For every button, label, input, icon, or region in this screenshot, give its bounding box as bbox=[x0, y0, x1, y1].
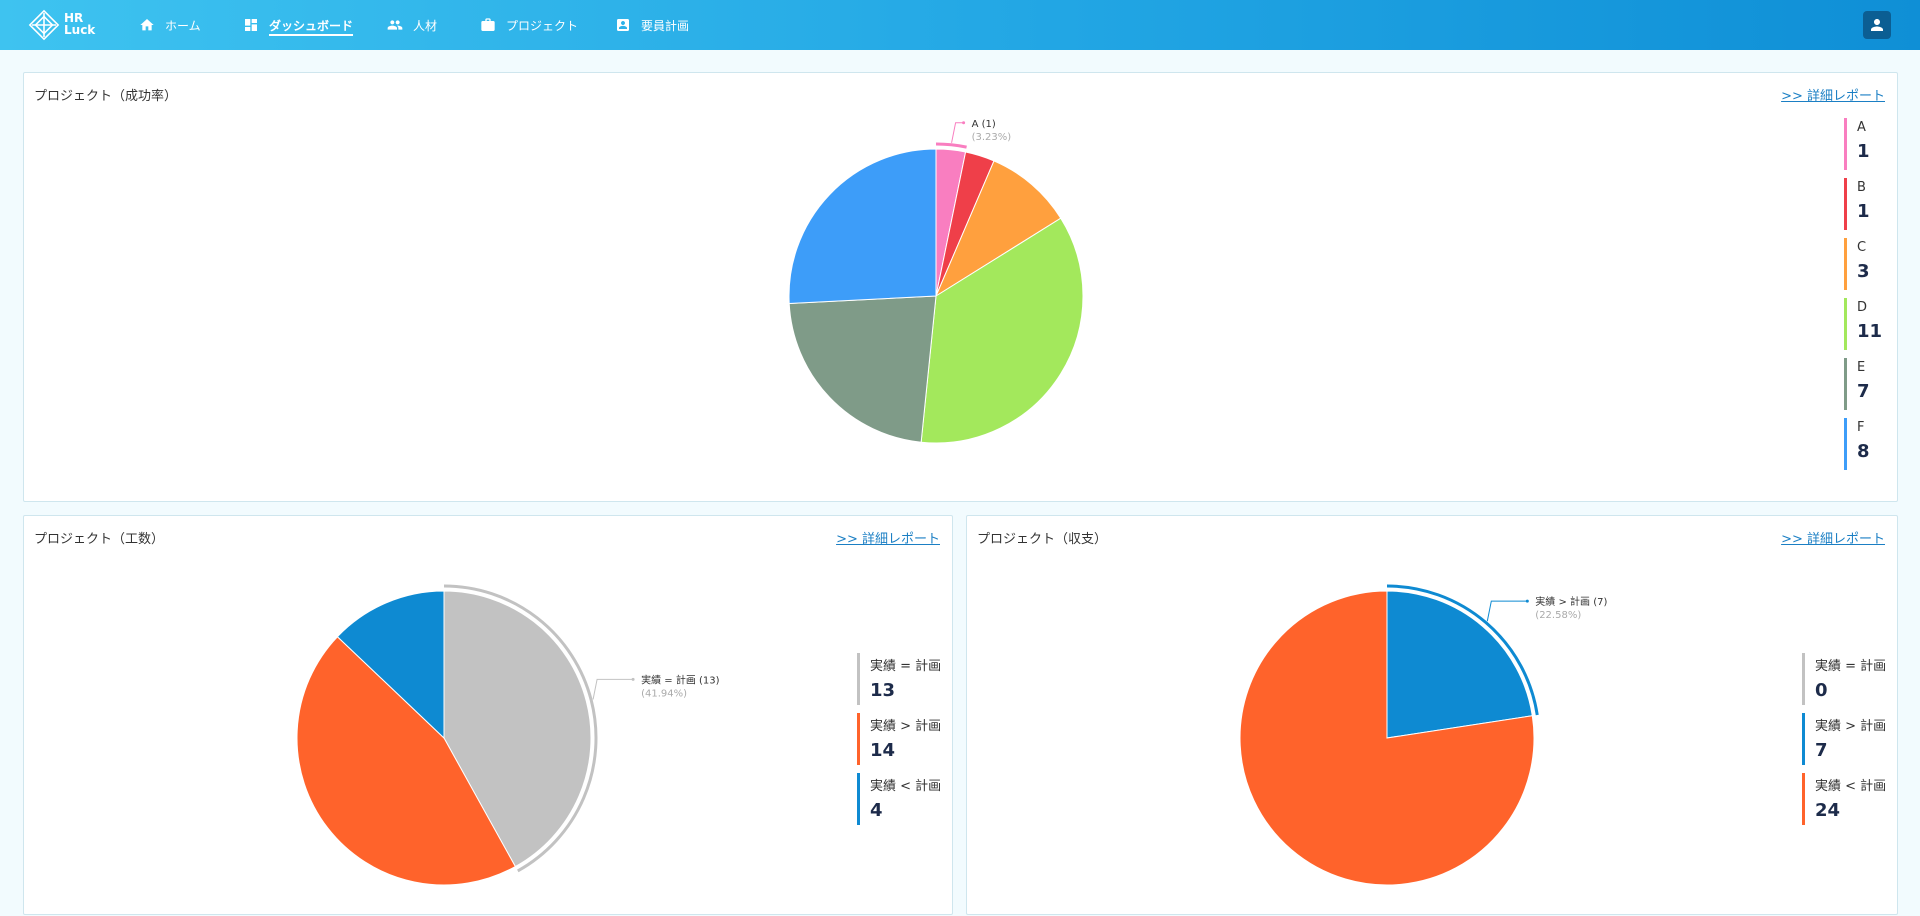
callout-line bbox=[592, 678, 634, 700]
pie-slice-2[interactable] bbox=[934, 160, 1062, 298]
pie-slice-1[interactable] bbox=[296, 636, 517, 886]
detail-report-link-man-hours[interactable]: >> 詳細レポート bbox=[836, 532, 940, 547]
nav-label-people: 人材 bbox=[413, 18, 438, 33]
callout-percent: (41.94%) bbox=[641, 688, 687, 699]
callout-dot bbox=[631, 677, 635, 681]
legend-label: B bbox=[1857, 180, 1866, 195]
legend-label: 実績 = 計画 bbox=[1815, 659, 1887, 674]
legend-label: 実績 < 計画 bbox=[1815, 779, 1887, 794]
legend-value: 11 bbox=[1857, 321, 1883, 342]
legend-label: 実績 > 計画 bbox=[870, 719, 942, 734]
pie-chart-man-hours: 実績 = 計画 (13) (41.94%) bbox=[296, 584, 720, 886]
legend-item: 実績 < 計画 24 bbox=[1802, 773, 1886, 825]
legend-label: E bbox=[1857, 360, 1866, 375]
top-navigation-bar: HR Luck ホーム ダッシュボード 人材 プロジェクト 要員計画 bbox=[0, 0, 1920, 50]
legend-label: 実績 = 計画 bbox=[870, 659, 942, 674]
nav-item-dashboard[interactable]: ダッシュボード bbox=[243, 15, 353, 35]
callout-label: A (1) bbox=[972, 119, 996, 130]
legend-value: 3 bbox=[1857, 261, 1870, 282]
callout-percent: (3.23%) bbox=[972, 132, 1012, 143]
nav-label-project: プロジェクト bbox=[506, 18, 579, 33]
legend-value: 0 bbox=[1815, 680, 1828, 701]
nav-label-dashboard: ダッシュボード bbox=[269, 18, 354, 33]
logo-mark-icon bbox=[28, 9, 60, 41]
nav-item-project[interactable]: プロジェクト bbox=[480, 15, 578, 35]
pie-slice-4[interactable] bbox=[788, 295, 937, 443]
legend-item: 実績 > 計画 7 bbox=[1802, 713, 1886, 765]
pie-slice-0[interactable] bbox=[443, 590, 592, 868]
legend-value: 1 bbox=[1857, 141, 1870, 162]
callout-percent: (22.58%) bbox=[1535, 610, 1581, 621]
pie-slice-5[interactable] bbox=[788, 148, 937, 304]
legend-value: 8 bbox=[1857, 441, 1870, 462]
highlight-arc bbox=[443, 584, 598, 873]
app-logo[interactable]: HR Luck bbox=[28, 9, 98, 41]
detail-report-link-profit[interactable]: >> 詳細レポート bbox=[1781, 532, 1885, 547]
user-account-button[interactable] bbox=[1863, 11, 1891, 39]
logo-line2: Luck bbox=[64, 23, 96, 37]
callout-dot bbox=[1525, 599, 1529, 603]
legend-label: A bbox=[1857, 120, 1866, 135]
pie-slice-2[interactable] bbox=[336, 590, 445, 740]
nav-item-staffing-plan[interactable]: 要員計画 bbox=[615, 15, 689, 35]
card-title-profit: プロジェクト（収支） bbox=[977, 532, 1108, 547]
contact-badge-icon bbox=[617, 19, 629, 31]
legend-value: 4 bbox=[870, 800, 883, 821]
legend-item: D 11 bbox=[1844, 298, 1882, 350]
pie-slice-1[interactable] bbox=[1386, 590, 1533, 739]
nav-item-people[interactable]: 人材 bbox=[387, 15, 437, 35]
people-icon bbox=[387, 20, 403, 30]
legend-label: F bbox=[1857, 420, 1865, 435]
pie-slice-3[interactable] bbox=[920, 217, 1084, 444]
legend-value: 1 bbox=[1857, 201, 1870, 222]
legend-item: 実績 = 計画 0 bbox=[1802, 653, 1886, 705]
callout-line bbox=[1486, 600, 1528, 622]
legend-item: 実績 = 計画 13 bbox=[857, 653, 941, 705]
nav-label-staffing-plan: 要員計画 bbox=[641, 18, 690, 33]
dashboard-icon bbox=[245, 19, 257, 31]
pie-chart-success-rate: A (1) (3.23%) bbox=[788, 119, 1084, 444]
nav-label-home: ホーム bbox=[165, 18, 201, 33]
pie-chart-profit: 実績 > 計画 (7) (22.58%) bbox=[1239, 584, 1607, 886]
highlight-arc bbox=[935, 142, 967, 149]
pie-slice-2[interactable] bbox=[1239, 590, 1535, 886]
legend-success-rate: A 1 B 1 C 3 D 11 E 7 F 8 bbox=[1844, 118, 1882, 478]
home-icon bbox=[140, 19, 154, 31]
legend-item: 実績 > 計画 14 bbox=[857, 713, 941, 765]
logo-line1: HR bbox=[64, 11, 84, 25]
legend-value: 7 bbox=[1815, 740, 1828, 761]
card-title-success-rate: プロジェクト（成功率） bbox=[34, 89, 178, 104]
detail-report-link-success-rate[interactable]: >> 詳細レポート bbox=[1781, 89, 1885, 104]
card-profit: プロジェクト（収支） >> 詳細レポート 実績 > 計画 (7) (22.58%)… bbox=[966, 515, 1898, 915]
briefcase-icon bbox=[481, 18, 495, 31]
callout-dot bbox=[962, 121, 966, 125]
callout-label: 実績 = 計画 (13) bbox=[641, 673, 720, 686]
legend-label: C bbox=[1857, 240, 1867, 255]
legend-item: 実績 < 計画 4 bbox=[857, 773, 941, 825]
logo-text: HR Luck bbox=[64, 12, 95, 36]
legend-value: 7 bbox=[1857, 381, 1870, 402]
legend-value: 24 bbox=[1815, 800, 1841, 821]
legend-profit: 実績 = 計画 0 実績 > 計画 7 実績 < 計画 24 bbox=[1802, 653, 1886, 833]
highlight-arc bbox=[1386, 584, 1539, 716]
legend-label: 実績 > 計画 bbox=[1815, 719, 1887, 734]
legend-label: D bbox=[1857, 300, 1868, 315]
account-icon bbox=[1871, 19, 1883, 31]
card-man-hours: プロジェクト（工数） >> 詳細レポート 実績 = 計画 (13) (41.94%… bbox=[23, 515, 953, 915]
legend-man-hours: 実績 = 計画 13 実績 > 計画 14 実績 < 計画 4 bbox=[857, 653, 941, 833]
card-title-man-hours: プロジェクト（工数） bbox=[34, 532, 165, 547]
callout-label: 実績 > 計画 (7) bbox=[1535, 595, 1607, 608]
nav-item-home[interactable]: ホーム bbox=[139, 15, 201, 35]
legend-value: 14 bbox=[870, 740, 896, 761]
callout-line bbox=[951, 122, 964, 143]
legend-value: 13 bbox=[870, 680, 896, 701]
legend-label: 実績 < 計画 bbox=[870, 779, 942, 794]
